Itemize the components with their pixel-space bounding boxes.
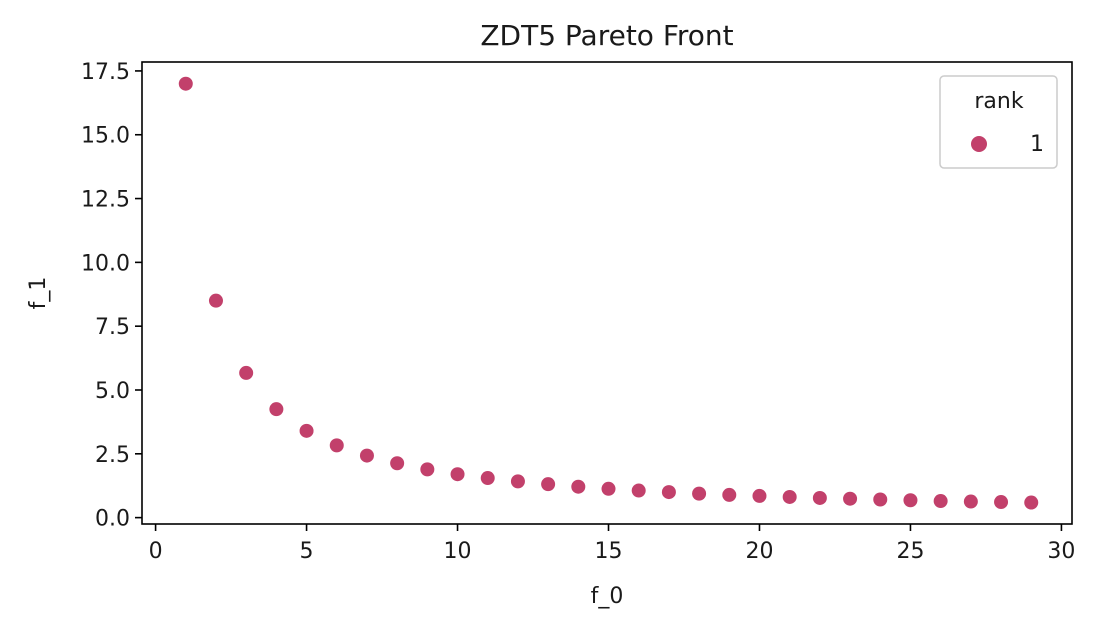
data-point [269,402,284,417]
data-point [782,489,797,504]
x-tick-label: 25 [896,539,924,564]
data-point [752,488,767,503]
data-point [601,481,616,496]
legend-title: rank [974,89,1023,114]
data-point [420,462,435,477]
data-point [873,492,888,507]
data-point [208,293,223,308]
y-tick-label: 15.0 [81,124,130,149]
data-point [963,494,978,509]
data-point [450,467,465,482]
x-tick-label: 10 [444,539,472,564]
data-point [329,438,344,453]
data-point [843,491,858,506]
data-point [692,486,707,501]
x-tick-label: 30 [1047,539,1075,564]
y-tick-label: 7.5 [95,315,130,340]
y-tick-label: 17.5 [81,60,130,85]
data-point [178,76,193,91]
x-tick-label: 0 [149,539,163,564]
data-point [994,495,1009,510]
y-tick-label: 10.0 [81,251,130,276]
axes-frame [141,61,1073,525]
y-tick-label: 12.5 [81,188,130,213]
data-point [571,479,586,494]
data-point [903,493,918,508]
data-point [510,474,525,489]
x-axis-ticks: 0 5 10 15 20 25 30 [149,524,1075,564]
x-tick-label: 15 [595,539,623,564]
y-axis-label: f_1 [26,277,51,310]
x-tick-label: 20 [745,539,773,564]
x-axis-label: f_0 [591,584,624,609]
legend-label: 1 [1030,132,1044,157]
data-point [299,423,314,438]
legend: rank 1 [939,75,1058,169]
data-point [541,477,556,492]
data-point [480,471,495,486]
data-point [933,494,948,509]
chart-title: ZDT5 Pareto Front [480,19,733,52]
y-tick-label: 0.0 [95,507,130,532]
plot-area [178,76,1039,510]
data-point [722,487,737,502]
data-point [661,485,676,500]
legend-frame [939,75,1058,169]
data-point [359,448,374,463]
y-tick-label: 5.0 [95,379,130,404]
y-tick-label: 2.5 [95,443,130,468]
x-tick-label: 5 [300,539,314,564]
data-point [390,456,405,471]
data-point [812,490,827,505]
legend-marker [971,136,987,152]
data-point [239,365,254,380]
y-axis-ticks: 0.0 2.5 5.0 7.5 10.0 12.5 15.0 17.5 [81,60,142,532]
data-point [1024,495,1039,510]
data-point [631,483,646,498]
